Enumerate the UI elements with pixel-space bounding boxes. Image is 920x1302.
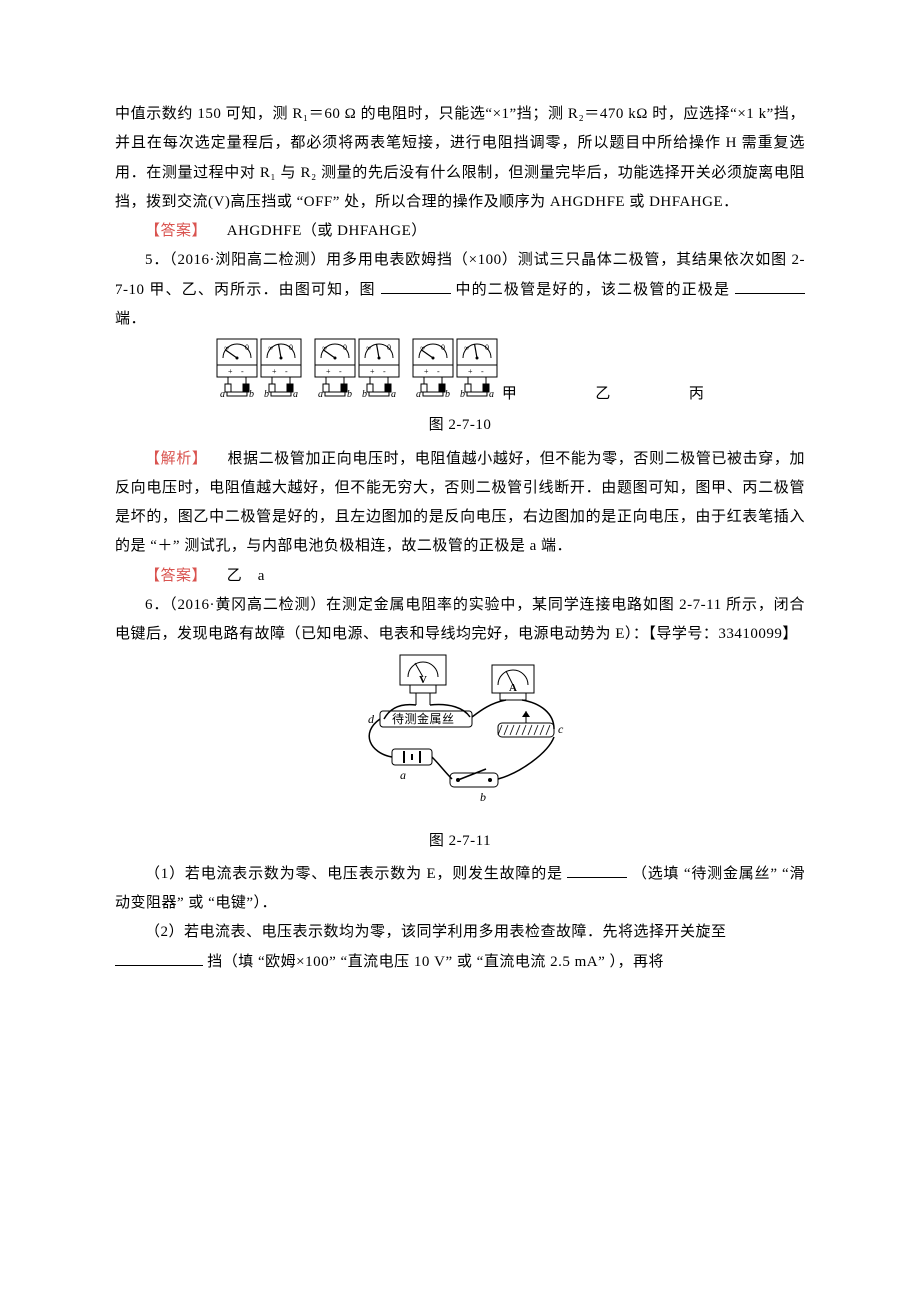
svg-text:0: 0 (343, 343, 348, 352)
svg-text:+: + (272, 367, 277, 376)
answer-1-label: 【答案】 (145, 223, 207, 239)
svg-text:a: a (220, 389, 226, 398)
svg-text:a: a (400, 768, 407, 782)
svg-text:+: + (468, 367, 473, 376)
blank-1 (381, 279, 451, 294)
figure-1: ∞0+-ab∞0+-ba∞0+-ab∞0+-ba∞0+-ab∞0+-ba 甲乙丙… (115, 338, 805, 441)
paragraph-6: （1）若电流表示数为零、电压表示数为 E，则发生故障的是 （选填 “待测金属丝”… (115, 860, 805, 919)
svg-text:b: b (362, 389, 368, 398)
figure-group-label: 丙 (689, 380, 705, 409)
figure-2: VA待测金属丝dcab 图 2-7-11 (115, 653, 805, 856)
svg-text:b: b (249, 389, 255, 398)
svg-text:+: + (370, 367, 375, 376)
blank-4 (115, 951, 203, 966)
blank-2 (735, 279, 805, 294)
svg-text:-: - (481, 367, 484, 376)
svg-text:b: b (347, 389, 353, 398)
svg-text:0: 0 (485, 343, 490, 352)
svg-text:-: - (383, 367, 386, 376)
svg-text:b: b (480, 790, 487, 804)
circuit-diagram: VA待测金属丝dcab (340, 653, 580, 813)
blank-3 (567, 863, 627, 878)
svg-text:0: 0 (245, 343, 250, 352)
svg-text:∞: ∞ (464, 344, 470, 352)
figure-group-label: 甲 (502, 380, 518, 409)
svg-text:a: a (416, 389, 422, 398)
p6-a: （1）若电流表示数为零、电压表示数为 E，则发生故障的是 (145, 866, 563, 882)
svg-text:+: + (424, 367, 429, 376)
svg-text:V: V (419, 674, 427, 686)
svg-text:∞: ∞ (268, 344, 274, 352)
figure-1-caption: 图 2-7-10 (115, 411, 805, 440)
paragraph-5: 6．（2016·黄冈高二检测）在测定金属电阻率的实验中，某同学连接电路如图 2-… (115, 591, 805, 650)
svg-text:待测金属丝: 待测金属丝 (392, 711, 455, 726)
svg-text:-: - (339, 367, 342, 376)
meter-icon: ∞0+-ab (216, 338, 258, 398)
paragraph-2: 5．（2016·浏阳高二检测）用多用电表欧姆挡（×100）测试三只晶体二极管，其… (115, 246, 805, 334)
answer-2-text: 乙 a (211, 568, 265, 584)
figure-2-caption: 图 2-7-11 (115, 827, 805, 856)
paragraph-1: 中值示数约 150 可知，测 R₁＝60 Ω 的电阻时，只能选“×1”挡；测 R… (115, 100, 805, 217)
svg-text:b: b (445, 389, 451, 398)
figure-group-label: 乙 (595, 380, 611, 409)
answer-1-text: AHGDHFE（或 DHFAHGE） (211, 223, 426, 239)
p7-b: 挡（填 “欧姆×100” “直流电压 10 V” 或 “直流电流 2.5 mA”… (207, 954, 664, 970)
analysis-text: 根据二极管加正向电压时，电阻值越小越好，但不能为零，否则二极管已被击穿，加反向电… (115, 451, 805, 555)
svg-text:0: 0 (441, 343, 446, 352)
svg-text:a: a (318, 389, 324, 398)
analysis-label: 【解析】 (145, 451, 207, 467)
svg-text:b: b (460, 389, 466, 398)
svg-text:-: - (285, 367, 288, 376)
svg-text:a: a (293, 389, 299, 398)
paragraph-7: （2）若电流表、电压表示数均为零，该同学利用多用表检查故障．先将选择开关旋至 挡… (115, 918, 805, 977)
svg-text:0: 0 (387, 343, 392, 352)
meter-icon: ∞0+-ab (412, 338, 454, 398)
svg-text:∞: ∞ (366, 344, 372, 352)
p7-a: （2）若电流表、电压表示数均为零，该同学利用多用表检查故障．先将选择开关旋至 (145, 924, 727, 940)
svg-text:-: - (241, 367, 244, 376)
answer-2-label: 【答案】 (145, 568, 207, 584)
svg-text:+: + (326, 367, 331, 376)
meter-icon: ∞ 0 +- b a (456, 338, 498, 398)
svg-text:A: A (509, 682, 517, 694)
svg-text:b: b (264, 389, 270, 398)
svg-text:c: c (558, 722, 564, 736)
svg-text:-: - (437, 367, 440, 376)
meter-icon: ∞0+-ab (314, 338, 356, 398)
meter-icon: ∞ 0 +- b a (260, 338, 302, 398)
p2-b: 中的二极管是好的，该二极管的正极是 (455, 282, 730, 298)
svg-text:a: a (489, 389, 495, 398)
meter-icon: ∞ 0 +- b a (358, 338, 400, 398)
p1-text: 中值示数约 150 可知，测 R₁＝60 Ω 的电阻时，只能选“×1”挡；测 R… (115, 106, 805, 210)
svg-text:a: a (391, 389, 397, 398)
p5-text: 6．（2016·黄冈高二检测）在测定金属电阻率的实验中，某同学连接电路如图 2-… (115, 597, 805, 642)
svg-text:0: 0 (289, 343, 294, 352)
paragraph-3: 【解析】 根据二极管加正向电压时，电阻值越小越好，但不能为零，否则二极管已被击穿… (115, 445, 805, 562)
p2-c: 端． (115, 311, 146, 327)
answer-2: 【答案】 乙 a (115, 562, 805, 591)
answer-1: 【答案】 AHGDHFE（或 DHFAHGE） (115, 217, 805, 246)
svg-text:+: + (228, 367, 233, 376)
